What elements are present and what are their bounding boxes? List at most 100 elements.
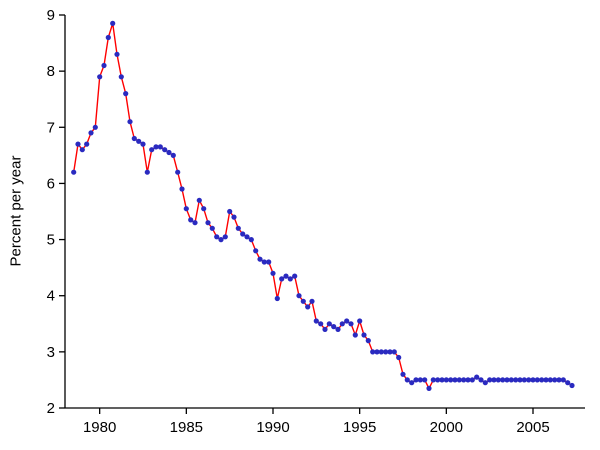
data-point: [322, 326, 328, 332]
data-point: [279, 276, 285, 282]
data-point: [287, 276, 293, 282]
data-point: [110, 20, 116, 26]
data-point: [565, 380, 571, 386]
data-point: [270, 270, 276, 276]
data-point: [396, 354, 402, 361]
data-point: [426, 385, 432, 391]
data-point: [439, 377, 445, 383]
data-point: [556, 377, 562, 383]
data-point: [513, 377, 519, 383]
data-point: [435, 377, 441, 383]
y-tick-label: 3: [47, 344, 55, 361]
data-point: [140, 141, 146, 147]
data-point: [166, 149, 172, 156]
data-point: [547, 377, 553, 383]
data-point: [274, 295, 280, 302]
data-point: [552, 377, 558, 383]
data-point: [543, 377, 549, 383]
data-point: [309, 298, 315, 304]
data-point: [456, 377, 462, 383]
y-tick-label: 8: [47, 63, 55, 80]
data-point: [443, 377, 449, 383]
data-point: [474, 374, 480, 380]
data-point: [357, 318, 363, 324]
data-point: [521, 377, 527, 383]
data-point: [84, 141, 90, 147]
data-point: [79, 147, 85, 153]
x-tick-label: 2000: [430, 419, 463, 436]
data-point: [157, 144, 163, 150]
data-point: [500, 377, 506, 383]
data-point: [244, 234, 250, 240]
data-point: [253, 248, 259, 254]
data-point: [560, 377, 566, 383]
data-point: [391, 349, 397, 355]
data-point: [352, 332, 358, 338]
data-point: [305, 304, 311, 310]
data-point: [240, 231, 246, 237]
data-point: [248, 237, 254, 243]
data-point: [201, 206, 207, 212]
data-point: [404, 377, 410, 383]
data-point: [313, 318, 319, 324]
data-point: [378, 349, 384, 355]
data-point: [504, 377, 510, 383]
data-point: [318, 321, 324, 327]
data-point: [227, 208, 233, 215]
data-point: [461, 377, 467, 383]
data-point: [300, 298, 306, 304]
data-point: [491, 377, 497, 383]
data-point: [235, 225, 241, 231]
x-tick-label: 1985: [170, 419, 203, 436]
x-tick-label: 2005: [516, 419, 549, 436]
data-point: [196, 197, 202, 203]
data-point: [118, 74, 124, 80]
data-point: [400, 371, 406, 377]
data-point: [261, 259, 267, 265]
data-point: [218, 237, 224, 243]
data-point: [387, 349, 393, 355]
data-point: [188, 217, 194, 223]
data-point: [534, 377, 540, 383]
data-point: [105, 34, 111, 41]
data-point: [162, 147, 168, 153]
y-tick-label: 5: [47, 232, 55, 249]
data-point: [482, 380, 488, 386]
data-point: [374, 349, 380, 355]
y-tick-label: 9: [47, 7, 55, 24]
data-point: [214, 234, 220, 240]
data-point: [361, 332, 367, 338]
data-point: [127, 119, 133, 125]
data-point: [417, 377, 423, 383]
data-point: [539, 377, 545, 383]
data-point: [92, 124, 98, 130]
data-point: [101, 62, 107, 69]
y-tick-label: 4: [47, 288, 55, 305]
data-point: [569, 382, 575, 389]
data-point: [469, 377, 475, 383]
data-point: [231, 214, 237, 220]
data-point: [383, 349, 389, 355]
data-point: [292, 273, 298, 279]
data-point: [365, 338, 371, 344]
data-point: [205, 220, 211, 226]
data-point: [175, 169, 181, 175]
data-point: [266, 259, 272, 265]
data-point: [344, 318, 350, 324]
data-point: [495, 377, 501, 383]
x-tick-label: 1995: [343, 419, 376, 436]
data-point: [222, 234, 228, 240]
data-point: [339, 321, 345, 327]
x-tick-label: 1990: [256, 419, 289, 436]
data-point: [409, 380, 415, 386]
data-point: [75, 141, 81, 147]
data-point: [530, 377, 536, 383]
data-point: [422, 377, 428, 383]
data-point: [170, 152, 176, 158]
data-point: [153, 144, 159, 150]
y-axis-label: Percent per year: [7, 155, 25, 267]
data-point: [478, 377, 484, 383]
data-point: [88, 130, 94, 136]
data-point: [335, 326, 341, 332]
